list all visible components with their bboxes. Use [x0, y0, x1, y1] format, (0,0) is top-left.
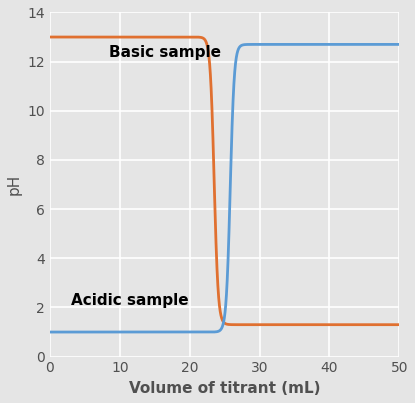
Y-axis label: pH: pH: [7, 174, 22, 195]
X-axis label: Volume of titrant (mL): Volume of titrant (mL): [129, 381, 320, 396]
Text: Acidic sample: Acidic sample: [71, 293, 188, 308]
Text: Basic sample: Basic sample: [110, 45, 221, 60]
